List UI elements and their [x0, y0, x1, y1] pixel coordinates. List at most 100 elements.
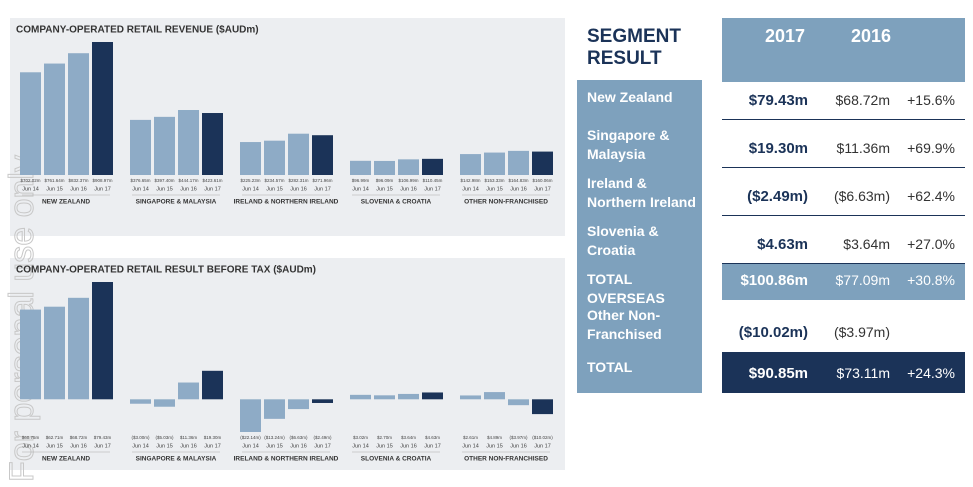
value-label: $110.45m — [423, 178, 443, 183]
row-highlight — [722, 352, 965, 393]
period-label: Jun 16 — [510, 443, 527, 449]
period-label: Jun 14 — [352, 186, 369, 192]
bar — [178, 110, 199, 175]
bar — [154, 116, 175, 175]
bar — [288, 133, 309, 175]
period-label: Jun 15 — [156, 186, 173, 192]
period-label: Jun 16 — [180, 186, 197, 192]
bar — [202, 113, 223, 175]
period-label: Jun 14 — [132, 186, 149, 192]
value-label: $908.97m — [92, 178, 112, 183]
table-title-box: SEGMENT RESULT — [577, 20, 702, 78]
row-label: Ireland & Northern Ireland — [587, 175, 696, 210]
value-label: ($3.00m) — [131, 435, 150, 440]
bar — [532, 399, 553, 415]
period-label: Jun 15 — [46, 443, 63, 449]
bar — [92, 282, 113, 400]
period-label: Jun 17 — [94, 443, 111, 449]
value-2017: $79.43m — [748, 92, 808, 109]
value-2017: ($10.02m) — [738, 324, 808, 341]
value-label: $164.83m — [508, 178, 528, 183]
bar — [398, 159, 419, 175]
period-label: Jun 14 — [462, 186, 479, 192]
period-label: Jun 17 — [204, 186, 221, 192]
bar — [532, 151, 553, 175]
value-2016: ($6.63m) — [833, 188, 890, 204]
period-label: Jun 17 — [534, 443, 551, 449]
value-label: $225.23m — [240, 178, 260, 183]
value-label: $271.96m — [312, 178, 332, 183]
value-label: $376.65m — [130, 178, 150, 183]
group-label: SLOVENIA & CROATIA — [361, 199, 432, 206]
row-label: Other Non-Franchised — [587, 307, 662, 342]
bar — [288, 399, 309, 410]
bar — [312, 135, 333, 175]
change: +27.0% — [907, 236, 955, 252]
bar — [350, 160, 371, 175]
row-rule — [722, 215, 965, 216]
value-label: $19.30m — [204, 435, 222, 440]
value-label: ($13.24m) — [264, 435, 285, 440]
value-label: $282.31m — [288, 178, 308, 183]
period-label: Jun 15 — [376, 186, 393, 192]
value-label: $60.75m — [22, 435, 40, 440]
value-label: $2.61m — [463, 435, 478, 440]
bar — [130, 119, 151, 175]
value-label: $397.40m — [154, 178, 174, 183]
group-label: OTHER NON-FRANCHISED — [464, 199, 548, 206]
value-label: ($3.97m) — [509, 435, 528, 440]
value-label: $96.99m — [352, 178, 370, 183]
group-label: OTHER NON-FRANCHISED — [464, 456, 548, 463]
value-2016: $68.72m — [835, 92, 890, 108]
period-label: Jun 15 — [156, 443, 173, 449]
change: +69.9% — [907, 140, 955, 156]
row-rule — [722, 119, 965, 120]
bar — [398, 393, 419, 400]
bar — [484, 152, 505, 175]
bar — [422, 158, 443, 175]
period-label: Jun 16 — [290, 186, 307, 192]
period-label: Jun 16 — [400, 186, 417, 192]
value-label: $3.02m — [353, 435, 368, 440]
group-label: NEW ZEALAND — [42, 456, 90, 463]
value-label: ($6.63m) — [289, 435, 308, 440]
value-label: $68.72m — [70, 435, 88, 440]
bar — [68, 53, 89, 175]
value-label: $106.99m — [398, 178, 418, 183]
value-label: ($5.03m) — [155, 435, 174, 440]
change: +15.6% — [907, 92, 955, 108]
value-label: $761.64m — [44, 178, 64, 183]
group-label: IRELAND & NORTHERN IRELAND — [234, 456, 339, 463]
row-highlight — [722, 264, 965, 300]
value-2016: $3.64m — [843, 236, 890, 252]
bar — [154, 399, 175, 407]
bar — [264, 140, 285, 175]
value-label: ($10.02m) — [532, 435, 553, 440]
period-label: Jun 17 — [314, 186, 331, 192]
value-label: $153.33m — [484, 178, 504, 183]
value-label: $4.89m — [487, 435, 502, 440]
group-label: SLOVENIA & CROATIA — [361, 456, 432, 463]
bar — [202, 370, 223, 400]
value-label: ($2.49m) — [313, 435, 332, 440]
value-label: $79.43m — [94, 435, 112, 440]
period-label: Jun 16 — [70, 443, 87, 449]
period-label: Jun 17 — [204, 443, 221, 449]
row-label: TOTAL — [587, 359, 633, 375]
value-2016: $73.11m — [836, 365, 890, 381]
period-label: Jun 17 — [94, 186, 111, 192]
bar — [20, 72, 41, 175]
period-label: Jun 14 — [132, 443, 149, 449]
header-band — [722, 18, 965, 82]
row-label: Slovenia & Croatia — [587, 223, 659, 258]
row-rule — [722, 167, 965, 168]
value-label: $4.63m — [425, 435, 440, 440]
value-label: $96.09m — [376, 178, 394, 183]
value-2016: $77.09m — [835, 272, 890, 288]
bar — [460, 154, 481, 175]
bar — [484, 392, 505, 400]
value-2017: $4.63m — [757, 236, 808, 253]
period-label: Jun 15 — [266, 186, 283, 192]
value-2017: ($2.49m) — [747, 188, 808, 205]
group-label: SINGAPORE & MALAYSIA — [136, 456, 217, 463]
